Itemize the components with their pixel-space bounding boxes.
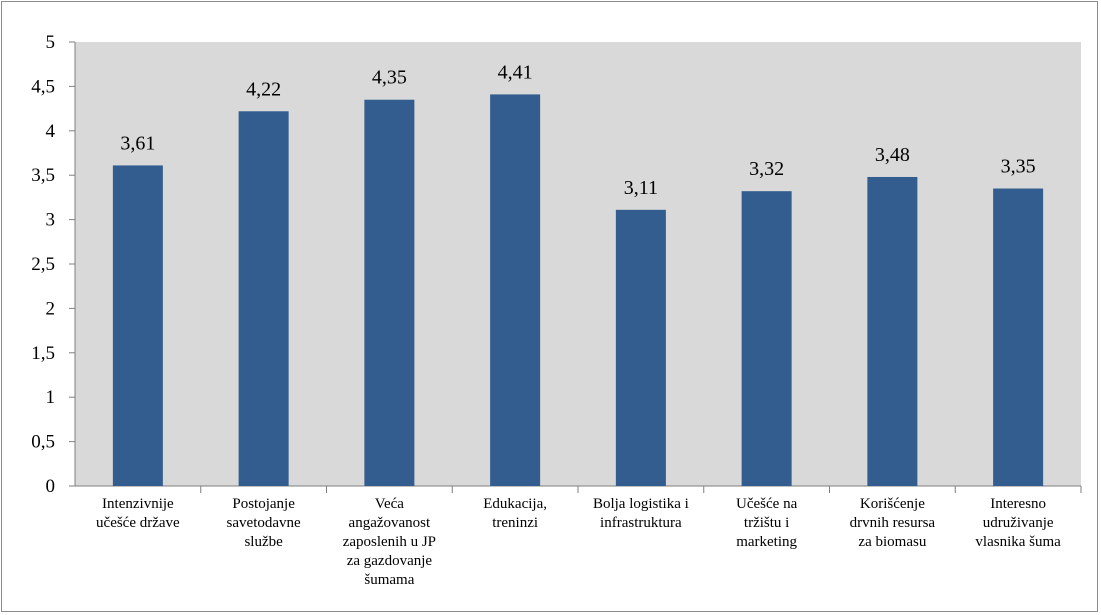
x-tick-label-line: za biomasu xyxy=(858,534,926,550)
data-label: 4,41 xyxy=(498,61,533,83)
x-tick-label-line: tržištu i xyxy=(744,515,789,531)
y-tick-label: 2,5 xyxy=(31,254,55,275)
bar xyxy=(112,165,163,486)
x-tick-label: Bolja logistika i infrastruktura xyxy=(593,496,689,531)
y-tick-label: 3 xyxy=(46,210,56,231)
bar xyxy=(615,209,666,486)
x-tick-label: Intenzivnije učešće države xyxy=(96,496,180,531)
x-tick-label: Korišćenje drvnih resursa za biomasu xyxy=(850,496,936,550)
x-tick-label-line: Edukacija, xyxy=(483,496,547,512)
x-tick-label-line: Veća xyxy=(375,496,404,512)
x-tick-label-line: treninzi xyxy=(492,515,538,531)
x-tick-label: Učešće na tržištu i marketing xyxy=(736,496,798,550)
x-tick-label-line: udruživanje xyxy=(983,515,1054,531)
data-label: 3,48 xyxy=(875,144,910,166)
data-label: 3,35 xyxy=(1001,156,1036,178)
data-label: 3,11 xyxy=(624,177,658,199)
x-tick-label-line: angažovanost xyxy=(349,515,431,531)
x-tick-label-line: Postojanje xyxy=(232,496,295,512)
bar xyxy=(741,191,792,486)
y-tick-label: 4,5 xyxy=(31,76,55,97)
y-tick-label: 3,5 xyxy=(31,165,55,186)
x-tick-label-line: učešće države xyxy=(96,515,180,531)
x-tick-label-line: Korišćenje xyxy=(860,496,925,512)
y-tick-label: 0,5 xyxy=(31,432,55,453)
bar xyxy=(364,99,415,486)
x-tick-label: Interesno udruživanje vlasnika šuma xyxy=(975,496,1061,550)
x-tick-label-line: Bolja logistika i xyxy=(593,496,689,512)
x-tick-label: Postojanje savetodavne službe xyxy=(227,496,301,550)
bar xyxy=(238,111,289,486)
x-tick-label-line: savetodavne xyxy=(227,515,301,531)
y-tick-label: 0 xyxy=(46,476,56,497)
x-tick-label-line: Interesno xyxy=(990,496,1046,512)
data-label: 3,32 xyxy=(749,158,784,180)
y-tick-label: 5 xyxy=(46,32,56,53)
y-tick-label: 4 xyxy=(46,121,56,142)
data-label: 4,35 xyxy=(372,67,407,89)
y-tick-label: 1,5 xyxy=(31,343,55,364)
x-tick-label: Edukacija, treninzi xyxy=(483,496,547,531)
bar xyxy=(993,188,1044,486)
y-tick-label: 1 xyxy=(46,387,56,408)
y-tick-label: 2 xyxy=(46,298,56,319)
x-tick-label-line: službe xyxy=(244,534,283,550)
x-tick-label-line: Intenzivnije xyxy=(102,496,174,512)
bar xyxy=(867,176,918,486)
x-tick-label-line: drvnih resursa xyxy=(850,515,936,531)
x-tick-label-line: marketing xyxy=(736,534,797,550)
bar xyxy=(490,94,541,486)
x-tick-label-line: za gazdovanje xyxy=(347,553,433,569)
x-tick-label-line: Učešće na xyxy=(736,496,798,512)
x-tick-label-line: infrastruktura xyxy=(600,515,682,531)
x-tick-label-line: vlasnika šuma xyxy=(975,534,1061,550)
x-tick-label: Veća angažovanost zaposlenih u JP za gazdov… xyxy=(343,496,436,588)
data-label: 4,22 xyxy=(246,78,281,100)
plot-area xyxy=(75,42,1081,486)
data-label: 3,61 xyxy=(120,132,155,154)
x-tick-label-line: šumama xyxy=(364,572,414,588)
x-tick-label-line: zaposlenih u JP xyxy=(343,534,436,550)
